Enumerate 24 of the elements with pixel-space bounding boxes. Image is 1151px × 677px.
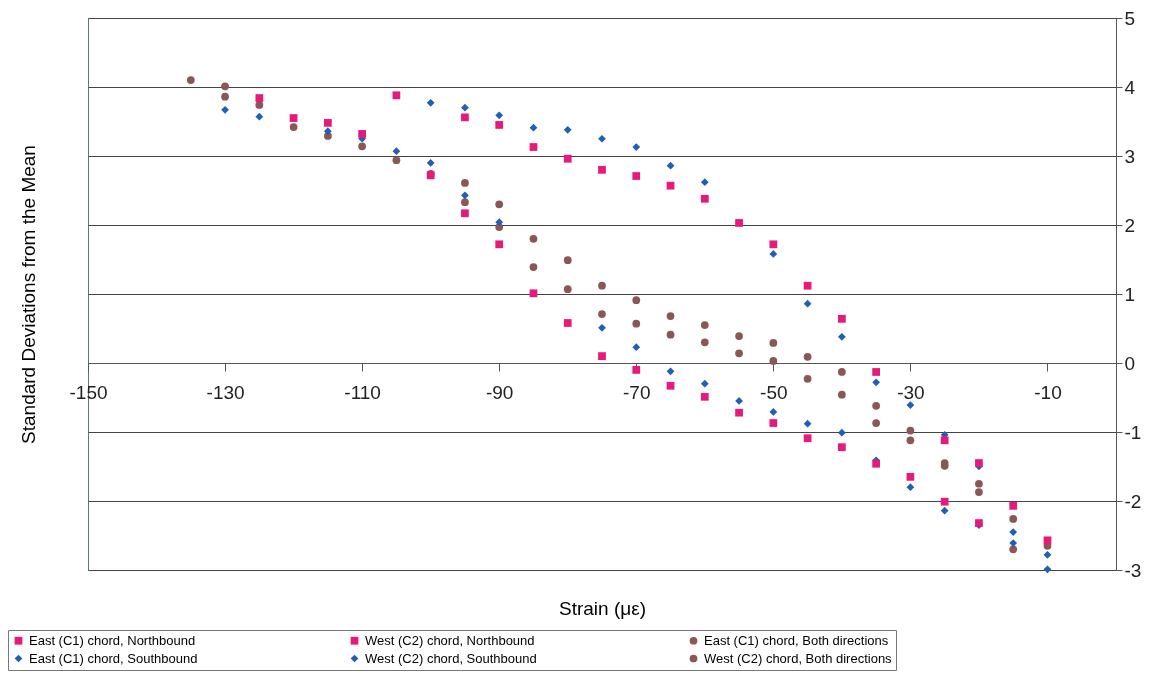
x-tick-label: -90: [485, 381, 514, 403]
y-tick-label: 3: [1124, 145, 1136, 167]
legend-label: East (C1) chord, Southbound: [29, 650, 198, 666]
legend-label: West (C2) chord, Southbound: [365, 650, 537, 666]
x-tick-label: -70: [623, 381, 651, 403]
x-tick-label: -50: [760, 381, 788, 403]
legend-label: West (C2) chord, Both directions: [704, 650, 893, 666]
x-axis-title: Strain (με): [559, 597, 646, 619]
x-tick-label: -110: [344, 381, 381, 403]
y-tick-label: -2: [1124, 490, 1142, 512]
y-tick-label: 1: [1124, 283, 1136, 305]
x-tick-label: -30: [897, 381, 925, 403]
y-tick-label: 4: [1124, 76, 1136, 98]
y-tick-label: -1: [1124, 421, 1142, 443]
y-tick-label: 5: [1124, 7, 1136, 29]
legend-label: East (C1) chord, Both directions: [704, 632, 889, 648]
y-tick-label: 2: [1124, 214, 1136, 236]
legend-label: West (C2) chord, Northbound: [365, 632, 535, 648]
legend-label: East (C1) chord, Northbound: [29, 632, 196, 648]
y-tick-label: -3: [1124, 559, 1142, 581]
x-tick-label: -10: [1034, 381, 1062, 403]
x-tick-label: -130: [206, 381, 245, 403]
y-axis-title: Standard Deviations from the Mean: [17, 145, 39, 444]
y-tick-label: 0: [1124, 352, 1136, 374]
